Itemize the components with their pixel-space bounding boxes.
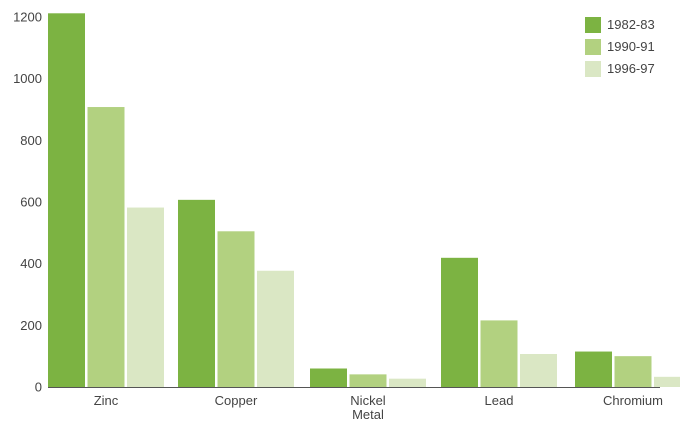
bar: [614, 356, 652, 387]
bar: [349, 374, 387, 387]
bars: [48, 13, 680, 388]
bar: [257, 270, 294, 387]
bar: [480, 320, 518, 387]
y-tick-label: 600: [20, 195, 42, 210]
legend-label: 1990-91: [607, 39, 655, 54]
legend: 1982-83 1990-91 1996-97: [585, 17, 655, 77]
x-axis: Zinc Copper Nickel Metal Lead Chromium: [94, 393, 663, 421]
y-tick-label: 0: [35, 380, 42, 395]
x-tick-label: Nickel Metal: [350, 393, 386, 421]
bar: [310, 368, 347, 387]
legend-label: 1982-83: [607, 17, 655, 32]
bar: [217, 231, 255, 387]
legend-label: 1996-97: [607, 61, 655, 76]
bar: [520, 354, 557, 387]
bar: [87, 107, 125, 388]
y-tick-label: 800: [20, 133, 42, 148]
bar: [441, 257, 478, 387]
legend-swatch: [585, 39, 601, 55]
y-axis: 0 200 400 600 800 1000 1200: [13, 10, 42, 395]
bar: [654, 376, 680, 387]
y-tick-label: 400: [20, 256, 42, 271]
x-tick-label: Chromium: [603, 393, 663, 408]
bar: [389, 378, 426, 387]
y-tick-label: 1000: [13, 71, 42, 86]
bar: [48, 13, 85, 388]
x-tick-label: Zinc: [94, 393, 119, 408]
bar: [575, 351, 612, 387]
y-tick-label: 200: [20, 318, 42, 333]
bar: [178, 199, 215, 387]
x-tick-label: Lead: [485, 393, 514, 408]
legend-swatch: [585, 61, 601, 77]
x-tick-label: Copper: [215, 393, 258, 408]
legend-swatch: [585, 17, 601, 33]
bar: [127, 207, 164, 387]
y-tick-label: 1200: [13, 10, 42, 25]
